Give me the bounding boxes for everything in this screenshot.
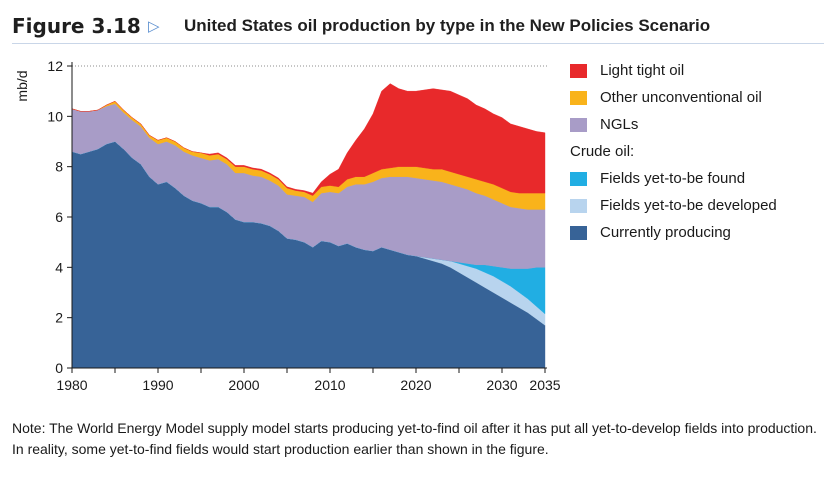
x-tick-label: 1980 (56, 377, 87, 393)
figure-note: Note: The World Energy Model supply mode… (12, 420, 817, 457)
chart-legend: Light tight oil Other unconventional oil… (570, 60, 830, 249)
y-tick-label: 0 (55, 360, 63, 376)
legend-label: Currently producing (600, 224, 731, 241)
area-light-tight-oil (71, 83, 546, 196)
legend-swatch (570, 64, 587, 78)
chart-canvas: 0 2 4 6 8 10 12 1980 1990 2000 2010 2020 2030 2035 mb/… (14, 58, 560, 393)
legend-swatch (570, 226, 587, 240)
figure-header: Figure 3.18 ▷ United States oil producti… (12, 10, 824, 44)
chart-areas (71, 83, 546, 369)
y-tick-label: 12 (47, 58, 63, 74)
legend-heading-label: Crude oil: (570, 143, 635, 160)
y-tick-label: 8 (55, 159, 63, 175)
y-tick-label: 2 (55, 310, 63, 326)
legend-swatch (570, 118, 587, 132)
legend-item-fields-yet-to-be-found: Fields yet-to-be found (570, 168, 830, 195)
y-tick-label: 10 (47, 108, 63, 124)
legend-label: Fields yet-to-be found (600, 170, 746, 187)
x-tick-label: 2035 (529, 377, 560, 393)
y-axis-label: mb/d (14, 70, 30, 101)
legend-item-currently-producing: Currently producing (570, 222, 830, 249)
legend-heading-crude-oil: Crude oil: (570, 141, 830, 168)
legend-label: Light tight oil (600, 62, 685, 79)
legend-item-other-unconventional-oil: Other unconventional oil (570, 87, 830, 114)
legend-item-fields-yet-to-be-developed: Fields yet-to-be developed (570, 195, 830, 222)
header-divider (12, 43, 824, 44)
figure-title: United States oil production by type in … (184, 16, 711, 35)
figure-arrow-icon: ▷ (148, 18, 160, 35)
legend-swatch (570, 199, 587, 213)
y-tick-label: 4 (55, 259, 63, 275)
x-tick-label: 1990 (142, 377, 173, 393)
chart-axes: 0 2 4 6 8 10 12 1980 1990 2000 2010 2020 2030 2035 mb/… (14, 58, 560, 393)
legend-swatch (570, 172, 587, 186)
x-tick-label: 2010 (314, 377, 345, 393)
legend-label: Other unconventional oil (600, 89, 762, 106)
legend-label: NGLs (600, 116, 639, 133)
figure-label: Figure 3.18 (12, 14, 141, 38)
legend-swatch (570, 91, 587, 105)
y-tick-label: 6 (55, 209, 63, 225)
x-tick-label: 2030 (486, 377, 517, 393)
legend-item-ngls: NGLs (570, 114, 830, 141)
legend-item-light-tight-oil: Light tight oil (570, 60, 830, 87)
x-tick-label: 2000 (228, 377, 259, 393)
legend-label: Fields yet-to-be developed (600, 197, 777, 214)
x-tick-label: 2020 (400, 377, 431, 393)
